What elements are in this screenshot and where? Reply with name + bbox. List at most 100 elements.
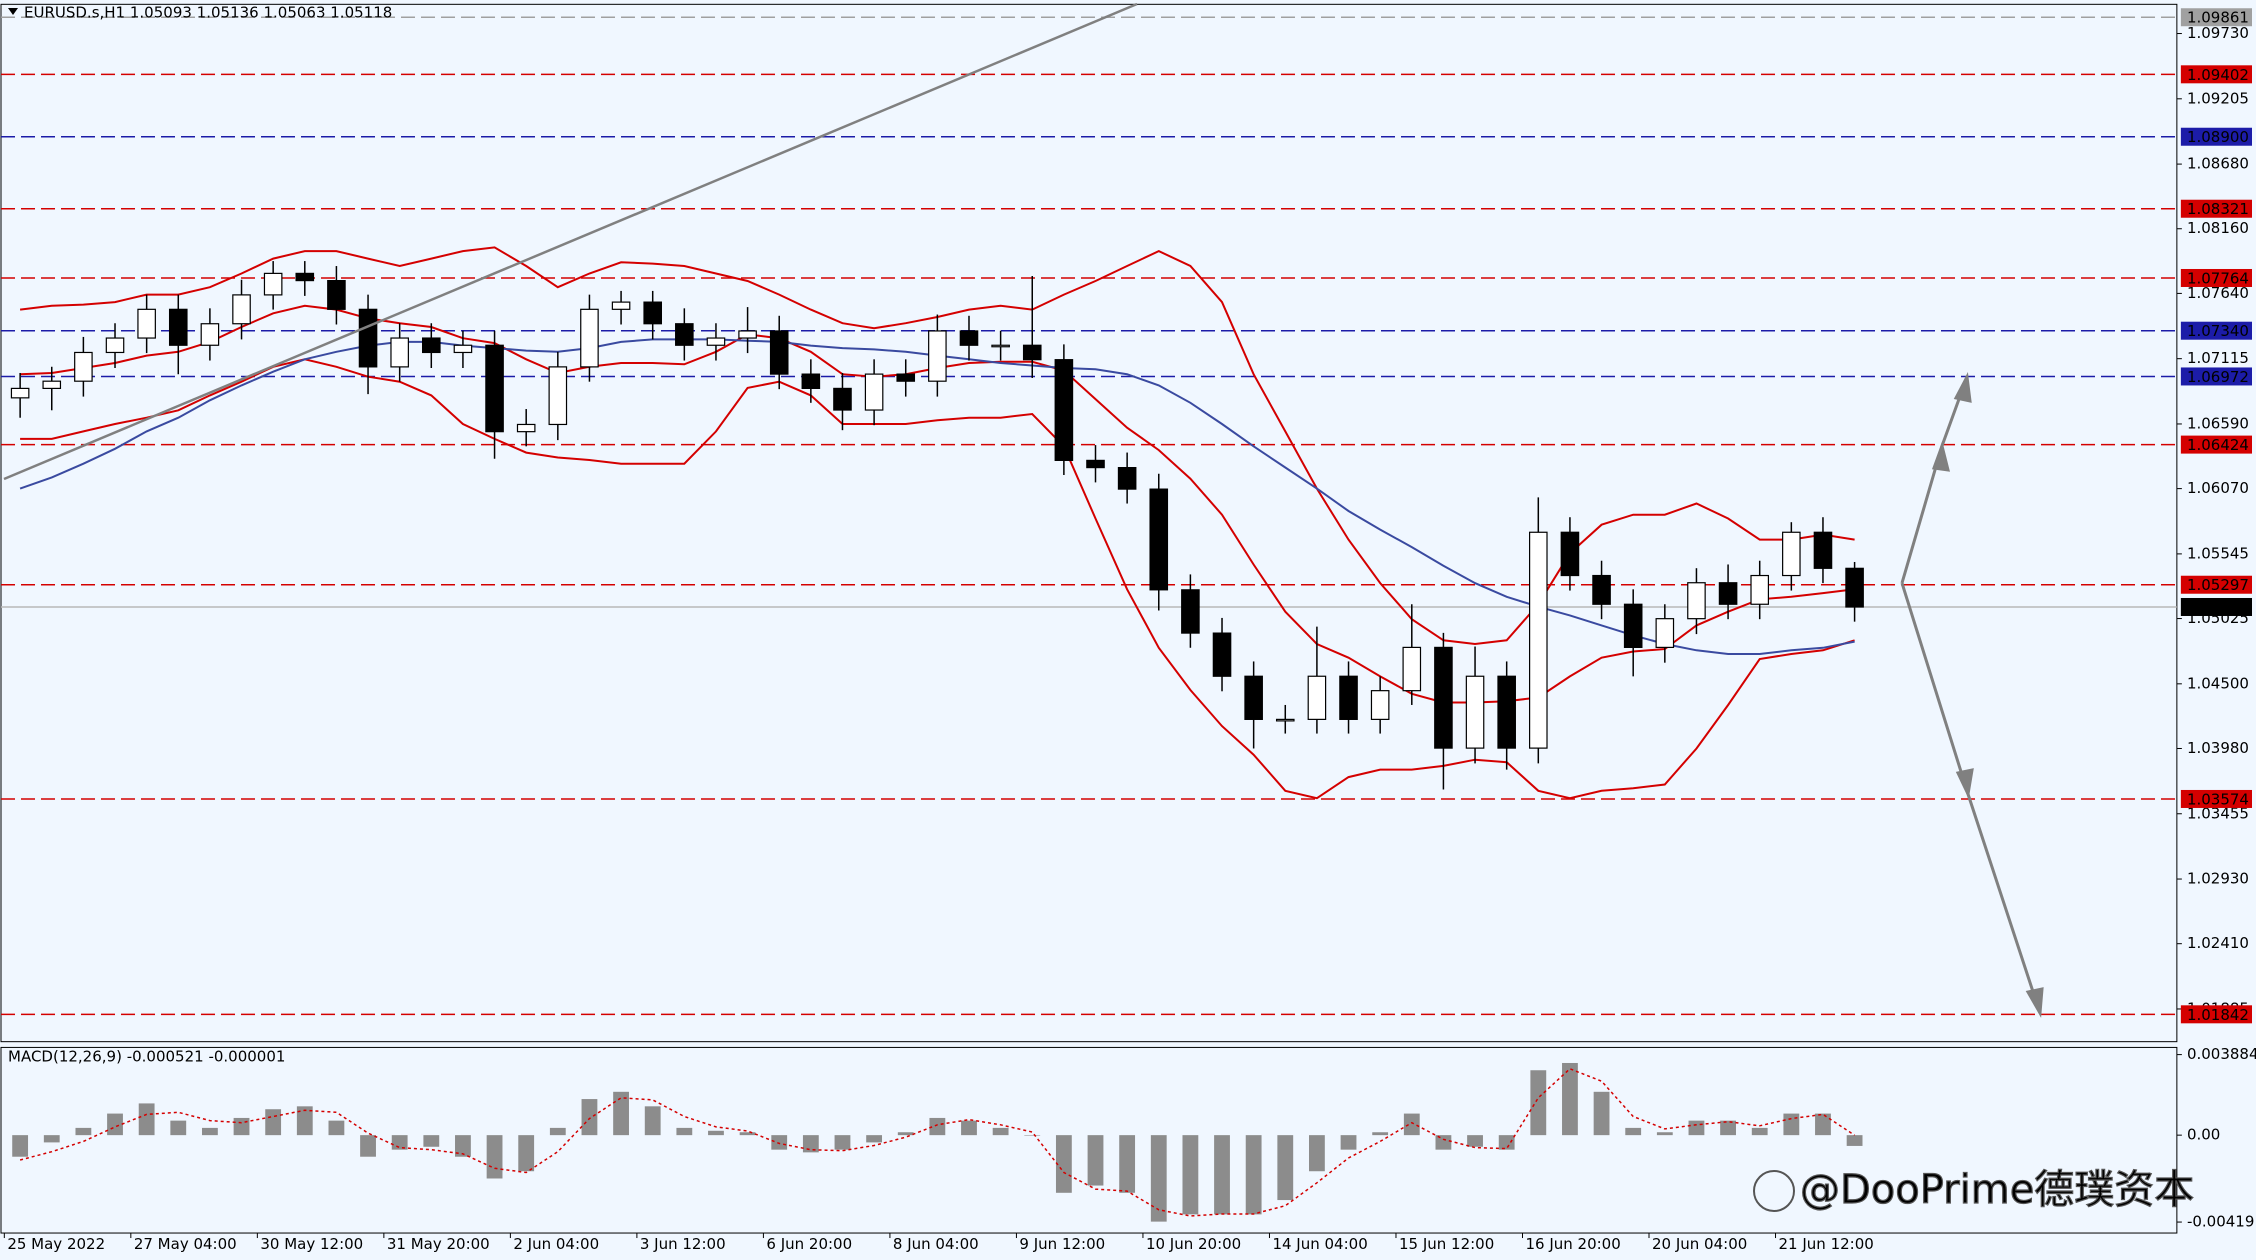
level-label-box: [2180, 8, 2252, 27]
macd-bar: [107, 1113, 123, 1136]
x-tick-label: 25 May 2022: [7, 1235, 105, 1253]
candle-body: [548, 366, 568, 426]
macd-bar: [486, 1135, 503, 1179]
x-tick-label: 30 May 12:00: [260, 1235, 363, 1253]
level-label-box: [2180, 367, 2252, 386]
macd-bar: [1182, 1135, 1199, 1215]
level-label: 1.07764: [2187, 269, 2249, 287]
macd-bar: [644, 1106, 661, 1136]
y-tick-label: 1.06590: [2187, 414, 2249, 432]
level-label-box: [2180, 789, 2252, 808]
indicator-line: [20, 358, 1855, 800]
x-tick-label: 14 Jun 04:00: [1272, 1235, 1367, 1253]
candle-body: [1592, 574, 1611, 605]
candle-body: [706, 337, 726, 346]
macd-bar: [423, 1135, 440, 1147]
y-tick-label: 0.003884: [2187, 1045, 2256, 1063]
candle-body: [1086, 459, 1105, 469]
macd-bar: [1562, 1062, 1578, 1136]
macd-bar: [1688, 1120, 1705, 1136]
level-label-box: [2180, 1005, 2252, 1024]
arrow-head: [2025, 987, 2044, 1018]
candle-body: [959, 330, 979, 346]
y-tick-label: 1.07115: [2187, 349, 2249, 367]
candle-body: [263, 272, 283, 296]
macd-bar: [233, 1117, 250, 1136]
macd-bar: [1119, 1135, 1136, 1193]
macd-bar: [1783, 1113, 1800, 1136]
candle-body: [1370, 690, 1390, 720]
level-label: 1.08321: [2187, 200, 2249, 218]
macd-bar: [1150, 1135, 1167, 1222]
x-tick-label: 2 Jun 04:00: [513, 1235, 599, 1253]
candle-body: [168, 308, 188, 346]
candle-body: [1782, 531, 1801, 577]
x-tick-label: 6 Jun 20:00: [766, 1235, 852, 1253]
level-label: 1.05118: [2187, 598, 2249, 616]
chart-header: EURUSD.s,H1 1.05093 1.05136 1.05063 1.05…: [24, 4, 392, 22]
macd-bar: [1214, 1135, 1230, 1215]
candle-body: [295, 272, 315, 282]
panel-frame: [0, 1046, 2178, 1234]
macd-bar: [581, 1099, 598, 1136]
candle-body: [358, 308, 378, 368]
y-tick-label: 1.04500: [2187, 674, 2249, 692]
macd-title: MACD(12,26,9) -0.000521 -0.000001: [8, 1048, 285, 1066]
macd-bar: [897, 1132, 914, 1136]
candle-body: [1687, 582, 1706, 620]
macd-bar: [676, 1127, 693, 1136]
level-label: 1.06424: [2187, 436, 2249, 454]
candle-body: [390, 337, 409, 368]
x-tick-label: 3 Jun 12:00: [640, 1235, 726, 1253]
candle-body: [675, 323, 694, 346]
watermark-text: @DooPrime德璞资本: [1800, 1167, 2194, 1213]
candle-body: [232, 294, 251, 325]
x-tick-label: 27 May 04:00: [134, 1235, 237, 1253]
x-tick-label: 15 Jun 12:00: [1399, 1235, 1494, 1253]
candle-body: [485, 344, 504, 433]
candle-body: [1117, 467, 1137, 490]
level-label: 1.03574: [2187, 790, 2249, 808]
macd-bar: [170, 1120, 187, 1136]
macd-bar: [1625, 1127, 1642, 1136]
candle-body: [1813, 531, 1833, 569]
x-tick-label: 20 Jun 04:00: [1652, 1235, 1747, 1253]
y-tick-label: 1.05545: [2187, 544, 2249, 562]
level-label: 1.07340: [2187, 322, 2249, 340]
watermark: @DooPrime德璞资本: [1753, 1166, 2195, 1214]
level-label-box: [2180, 435, 2252, 454]
candle-body: [516, 423, 536, 433]
macd-bar: [961, 1120, 977, 1136]
candle-body: [1529, 531, 1548, 749]
candle-body: [42, 380, 62, 389]
y-tick-label: 1.08160: [2187, 219, 2249, 237]
plot-area: [1, 16, 2177, 1222]
level-label-box: [2180, 65, 2252, 84]
y-tick-label: 1.09730: [2187, 24, 2249, 42]
macd-bar: [1720, 1120, 1736, 1136]
level-label-box: [2180, 597, 2252, 616]
macd-bar: [1403, 1113, 1420, 1136]
macd-bar: [992, 1127, 1009, 1136]
level-label: 1.05297: [2187, 576, 2249, 594]
y-tick-label: 1.07640: [2187, 284, 2249, 302]
macd-bar: [929, 1117, 946, 1136]
y-tick-label: -0.004191: [2187, 1213, 2256, 1231]
level-label: 1.09402: [2187, 66, 2249, 84]
x-tick-label: 21 Jun 12:00: [1779, 1235, 1874, 1253]
macd-bar: [1846, 1135, 1863, 1146]
candle-body: [833, 387, 852, 411]
macd-bar: [296, 1106, 313, 1136]
candle-body: [1560, 531, 1580, 577]
macd-bar: [1593, 1091, 1610, 1136]
macd-bar: [328, 1120, 345, 1136]
candle-body: [1750, 574, 1770, 605]
x-tick-label: 31 May 20:00: [387, 1235, 490, 1253]
candle-body: [200, 323, 220, 346]
y-tick-label: 1.03455: [2187, 804, 2249, 822]
candle-body: [1655, 618, 1675, 648]
menu-triangle[interactable]: [8, 8, 18, 15]
candle-body: [801, 373, 821, 389]
macd-bar: [1308, 1135, 1325, 1172]
